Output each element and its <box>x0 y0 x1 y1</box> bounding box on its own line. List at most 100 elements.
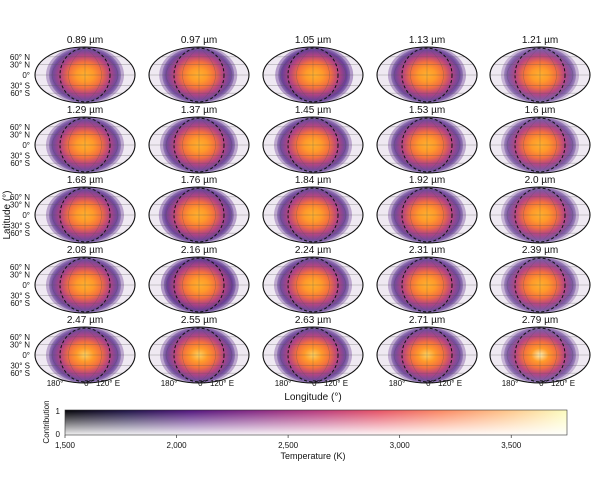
map-panel: 2.39 µm <box>489 245 591 314</box>
dayside-outline <box>173 327 225 383</box>
panel-title: 1.92 µm <box>409 175 445 186</box>
lat-tick-label: 30° N <box>10 60 30 69</box>
colorbar-tick-label: 2,000 <box>167 441 188 450</box>
dayside-outline <box>59 47 111 103</box>
map-panel: 2.16 µm <box>148 245 250 314</box>
lat-tick-label: 0° <box>22 211 30 220</box>
lon-tick-label: 180° <box>275 379 292 388</box>
lat-tick-label: 0° <box>22 141 30 150</box>
map-outline <box>34 116 136 174</box>
map-outline <box>148 326 250 384</box>
dayside-outline <box>401 47 453 103</box>
colorbar: 1,500 2,000 2,500 3,000 3,500 1 0 Contribution T… <box>42 400 568 461</box>
panel-title: 1.6 µm <box>525 105 556 116</box>
map-panel: 2.79 µm <box>489 315 591 384</box>
panel-title: 1.45 µm <box>295 105 331 116</box>
colorbar-tick-label: 3,000 <box>390 441 411 450</box>
lat-tick-label: 60° S <box>10 369 30 378</box>
colorbar-fade <box>65 410 567 435</box>
lat-tick-label: 60° N <box>10 193 30 202</box>
panel-title: 1.68 µm <box>67 175 103 186</box>
lon-tick-label: 180° <box>502 379 519 388</box>
panel-title: 2.55 µm <box>181 315 217 326</box>
x-axis-title: Longitude (°) <box>284 392 341 403</box>
dayside-outline <box>59 327 111 383</box>
dayside-outline <box>401 257 453 313</box>
lat-tick-label: 30° S <box>10 222 30 231</box>
map-outline <box>262 326 364 384</box>
y-axis-title: Latitude (°) <box>2 190 13 239</box>
lat-tick-label: 60° N <box>10 123 30 132</box>
map-panel: 1.05 µm <box>262 35 364 104</box>
lon-tick-label: 120° E <box>210 379 234 388</box>
map-panel: 1.37 µm <box>148 105 250 174</box>
panel-title: 1.05 µm <box>295 35 331 46</box>
lon-tick-label: 120° E <box>551 379 575 388</box>
axis-labels: 60° N30° N0°30° S60° S60° N30° N0°30° S6… <box>2 53 575 403</box>
map-panel: 1.21 µm <box>489 35 591 104</box>
map-outline <box>262 186 364 244</box>
lon-tick-label: 0° <box>539 379 547 388</box>
panel-title: 1.21 µm <box>522 35 558 46</box>
lon-tick-label: 120° E <box>438 379 462 388</box>
dayside-outline <box>287 327 339 383</box>
map-panel: 1.13 µm <box>376 35 478 104</box>
lon-tick-label: 0° <box>426 379 434 388</box>
map-outline <box>262 46 364 104</box>
panel-title: 1.13 µm <box>409 35 445 46</box>
panel-title: 2.47 µm <box>67 315 103 326</box>
map-outline <box>376 326 478 384</box>
map-panel: 1.29 µm <box>34 105 136 174</box>
panel-grid: 0.89 µm 0.97 µm 1.05 µm 1.13 µm 1.21 µm 1.29 … <box>34 35 591 384</box>
lat-tick-label: 30° N <box>10 340 30 349</box>
map-outline <box>489 46 591 104</box>
lon-tick-label: 0° <box>84 379 92 388</box>
map-panel: 1.84 µm <box>262 175 364 244</box>
contribution-tick-label: 0 <box>56 430 61 439</box>
lat-tick-label: 30° N <box>10 130 30 139</box>
lat-tick-label: 60° N <box>10 263 30 272</box>
panel-title: 2.0 µm <box>525 175 556 186</box>
colorbar-tick-label: 1,500 <box>55 441 76 450</box>
lat-tick-label: 0° <box>22 71 30 80</box>
lon-tick-label: 180° <box>389 379 406 388</box>
panel-title: 2.31 µm <box>409 245 445 256</box>
lat-tick-label: 60° N <box>10 333 30 342</box>
lat-tick-label: 60° S <box>10 159 30 168</box>
dayside-outline <box>401 117 453 173</box>
map-panel: 2.55 µm <box>148 315 250 384</box>
lat-tick-label: 30° N <box>10 200 30 209</box>
dayside-outline <box>287 187 339 243</box>
lat-tick-label: 60° S <box>10 89 30 98</box>
map-panel: 2.08 µm <box>34 245 136 314</box>
map-outline <box>148 46 250 104</box>
panel-title: 1.76 µm <box>181 175 217 186</box>
map-panel: 2.31 µm <box>376 245 478 314</box>
panel-title: 1.37 µm <box>181 105 217 116</box>
map-outline <box>34 256 136 314</box>
dayside-outline <box>514 187 566 243</box>
lat-tick-label: 30° S <box>10 362 30 371</box>
map-outline <box>489 116 591 174</box>
panel-title: 2.63 µm <box>295 315 331 326</box>
panel-title: 1.53 µm <box>409 105 445 116</box>
map-outline <box>34 46 136 104</box>
panel-title: 2.08 µm <box>67 245 103 256</box>
map-panel: 1.92 µm <box>376 175 478 244</box>
map-outline <box>148 116 250 174</box>
dayside-outline <box>173 47 225 103</box>
map-outline <box>376 256 478 314</box>
map-panel: 2.24 µm <box>262 245 364 314</box>
map-panel: 1.6 µm <box>489 105 591 174</box>
lat-tick-label: 30° S <box>10 292 30 301</box>
map-panel: 2.0 µm <box>489 175 591 244</box>
colorbar-tick-label: 3,500 <box>501 441 522 450</box>
panel-title: 2.39 µm <box>522 245 558 256</box>
panel-title: 1.29 µm <box>67 105 103 116</box>
map-panel: 1.76 µm <box>148 175 250 244</box>
lon-tick-label: 180° <box>161 379 178 388</box>
map-outline <box>489 186 591 244</box>
dayside-outline <box>287 117 339 173</box>
lon-tick-label: 120° E <box>96 379 120 388</box>
